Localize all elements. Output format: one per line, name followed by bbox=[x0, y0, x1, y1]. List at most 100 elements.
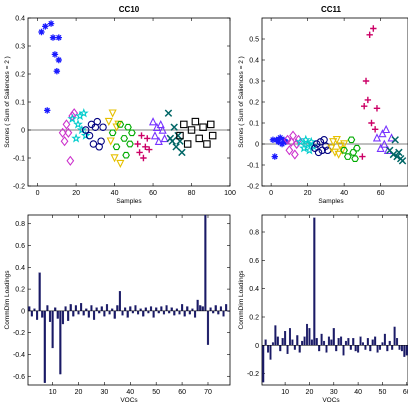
data-point-triangle-up bbox=[156, 119, 165, 129]
data-point-diamond bbox=[64, 127, 73, 138]
loading-bar bbox=[186, 306, 189, 312]
data-point-plus bbox=[368, 119, 375, 127]
data-point-hexagon bbox=[126, 140, 134, 148]
loading-bar bbox=[77, 310, 80, 315]
loading-bar bbox=[337, 338, 340, 346]
x-tick-label: 100 bbox=[224, 190, 236, 197]
data-point-hexagon bbox=[353, 144, 361, 152]
x-tick-label: 60 bbox=[178, 389, 186, 396]
loading-bar bbox=[48, 310, 52, 322]
loading-bar bbox=[131, 310, 134, 314]
loading-bar bbox=[82, 310, 85, 316]
data-point-square bbox=[176, 131, 184, 140]
loading-bar bbox=[308, 328, 311, 346]
data-point-star bbox=[71, 133, 81, 143]
loading-bar bbox=[323, 340, 326, 346]
data-point-plus bbox=[361, 103, 368, 110]
data-point-plus bbox=[359, 153, 366, 160]
loading-bar bbox=[98, 310, 101, 314]
loading-bar bbox=[393, 326, 396, 346]
loading-bar bbox=[33, 308, 36, 312]
loading-bar bbox=[374, 336, 377, 346]
y-axis-label: Scores ( Sum of Saliences = 2 ) bbox=[4, 56, 11, 148]
loading-bar bbox=[217, 310, 220, 315]
data-point-asterisk bbox=[275, 138, 282, 146]
data-point-asterisk bbox=[51, 51, 59, 58]
data-point-diamond bbox=[60, 136, 69, 147]
data-point-circle bbox=[311, 144, 319, 152]
loading-bar bbox=[330, 339, 333, 346]
data-point-square bbox=[208, 131, 217, 140]
data-point-triangle-down bbox=[110, 154, 119, 163]
data-point-star bbox=[299, 143, 309, 153]
y-tick-label: 0 bbox=[255, 343, 259, 350]
x-tick-label: 0 bbox=[36, 190, 40, 197]
x-tick-label: 70 bbox=[204, 389, 212, 396]
y-axis-label: Scores ( Sum of Saliences = 2 ) bbox=[238, 56, 245, 148]
data-point-plus bbox=[366, 31, 373, 38]
loading-bar bbox=[279, 345, 282, 352]
y-tick-label: 0.4 bbox=[15, 265, 25, 272]
data-point-x bbox=[172, 143, 180, 151]
data-point-asterisk bbox=[38, 28, 45, 36]
y-tick-label: 0.5 bbox=[249, 37, 259, 44]
data-point-x bbox=[174, 131, 182, 140]
loading-bar bbox=[152, 310, 155, 318]
loading-bar bbox=[391, 345, 394, 350]
data-point-plus bbox=[136, 149, 143, 156]
data-point-asterisk bbox=[47, 20, 55, 27]
loading-bar bbox=[396, 338, 399, 346]
x-tick-label: 20 bbox=[72, 190, 80, 197]
chart-title: CC10 bbox=[119, 5, 140, 14]
loading-bar bbox=[170, 307, 173, 312]
data-point-diamond bbox=[58, 127, 67, 138]
x-tick-label: 60 bbox=[403, 389, 408, 396]
data-point-star bbox=[73, 119, 83, 129]
loading-bar bbox=[332, 328, 335, 346]
loading-bar bbox=[30, 310, 33, 317]
data-point-plus bbox=[364, 96, 372, 104]
loading-bar bbox=[155, 307, 158, 312]
loading-bar bbox=[276, 336, 279, 346]
data-point-x bbox=[393, 152, 401, 161]
y-tick-label: 0.3 bbox=[249, 79, 259, 86]
data-point-plus bbox=[144, 135, 151, 142]
data-point-circle bbox=[89, 140, 98, 148]
loading-bar bbox=[359, 336, 362, 346]
x-tick-label: 60 bbox=[377, 190, 385, 197]
loading-bar bbox=[352, 338, 355, 346]
x-axis-label: VOCs bbox=[120, 397, 138, 404]
loading-bar bbox=[183, 310, 186, 317]
plot-area bbox=[262, 25, 408, 165]
x-tick-label: 20 bbox=[75, 389, 83, 396]
data-point-hexagon bbox=[122, 151, 130, 159]
x-tick-label: 30 bbox=[100, 389, 108, 396]
y-tick-label: 0.4 bbox=[249, 286, 259, 293]
loading-bar bbox=[204, 215, 207, 312]
loading-bar bbox=[74, 305, 77, 312]
loading-bar bbox=[165, 305, 168, 312]
loading-bar bbox=[296, 335, 299, 346]
plot-area bbox=[28, 20, 230, 169]
x-tick-label: 10 bbox=[281, 389, 289, 396]
y-tick-label: 0.8 bbox=[249, 230, 259, 237]
data-point-x bbox=[395, 148, 403, 157]
loading-bar bbox=[357, 345, 360, 353]
data-point-hexagon bbox=[351, 155, 359, 163]
loading-bar bbox=[90, 305, 93, 312]
data-point-triangle-down bbox=[336, 142, 345, 151]
loading-bar bbox=[121, 310, 124, 316]
y-tick-label: -0.2 bbox=[247, 371, 259, 378]
x-tick-label: 50 bbox=[379, 389, 387, 396]
data-point-hexagon bbox=[116, 121, 125, 128]
data-point-triangle-down bbox=[116, 159, 125, 169]
y-tick-label: -0.4 bbox=[13, 352, 25, 359]
data-point-plus bbox=[134, 140, 141, 148]
data-point-square bbox=[199, 123, 207, 131]
loading-bar bbox=[364, 345, 367, 350]
data-point-x bbox=[164, 109, 173, 117]
loading-bar bbox=[315, 338, 318, 346]
data-point-asterisk bbox=[55, 56, 62, 64]
data-point-hexagon bbox=[120, 135, 129, 142]
